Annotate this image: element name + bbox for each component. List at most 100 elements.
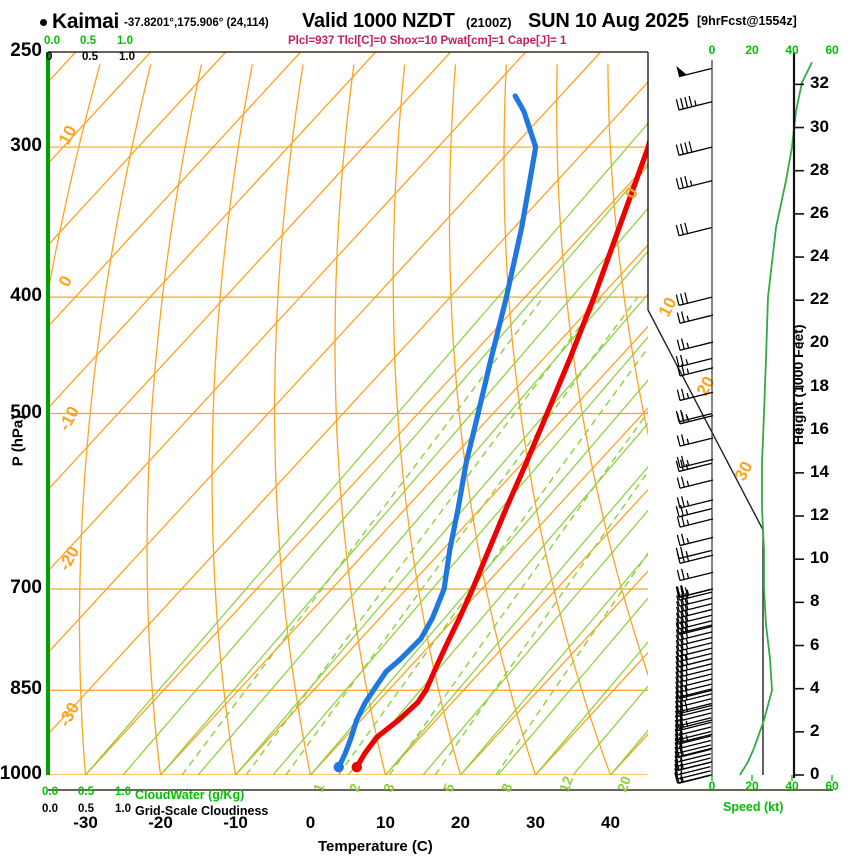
temperature-tick-10: 10 — [376, 813, 395, 832]
speed-axis-title: Speed (kt) — [723, 800, 784, 814]
height-tick-30: 30 — [810, 116, 829, 136]
wind-barb — [676, 476, 714, 489]
surface-temperature — [351, 761, 362, 773]
station-coords: -37.8201°,175.906° (24,114) — [124, 17, 269, 29]
wind-barb — [676, 364, 714, 377]
temperature-tick--20: -20 — [148, 813, 173, 832]
height-axis-title: Height (1000 Feet) — [790, 324, 806, 445]
wind-barb — [675, 459, 713, 473]
svg-text:-30: -30 — [55, 699, 83, 730]
height-tick-6: 6 — [810, 634, 820, 654]
wind-barb — [676, 388, 714, 402]
height-tick-14: 14 — [810, 461, 829, 481]
stability-indices: Plcl=937 Tlcl[C]=0 Shox=10 Pwat[cm]=1 Ca… — [288, 35, 567, 47]
height-tick-26: 26 — [810, 202, 829, 222]
speed-tick-top-0: 0 — [708, 43, 716, 57]
wind-speed-line — [739, 61, 813, 776]
speed-tick-top-20: 20 — [745, 43, 759, 57]
wind-barb — [676, 551, 714, 564]
cloudiness-axis-title: Grid-Scale Cloudiness — [135, 804, 269, 818]
wind-barb — [675, 292, 713, 306]
svg-text:8: 8 — [498, 781, 516, 794]
pressure-tick-850: 850 — [10, 678, 42, 700]
wind-barb — [675, 504, 713, 518]
temperature-tick-0: 0 — [305, 813, 316, 832]
wind-barb — [676, 338, 714, 351]
speed-tick-bottom-0: 0 — [708, 779, 716, 793]
cloudwater-top-tick-0: 0.0 — [44, 35, 60, 47]
cloudiness-bottom-tick-0: 0.0 — [42, 803, 58, 815]
svg-text:20: 20 — [614, 774, 634, 794]
wind-barb — [675, 141, 713, 156]
cloudwater-top-tick-2: 1.0 — [117, 35, 133, 47]
svg-text:-20: -20 — [55, 543, 83, 574]
valid-date: SUN 10 Aug 2025 — [528, 10, 689, 32]
valid-time: Valid 1000 NZDT — [302, 10, 455, 32]
cloudiness-bottom-tick-1: 0.5 — [78, 803, 94, 815]
temperature-tick-40: 40 — [601, 813, 620, 832]
svg-text:-10: -10 — [55, 403, 83, 434]
wind-barb — [676, 455, 714, 469]
height-tick-4: 4 — [810, 677, 820, 697]
svg-text:20: 20 — [693, 373, 719, 399]
height-tick-18: 18 — [810, 375, 829, 395]
wind-barb — [675, 354, 713, 368]
speed-tick-top-40: 40 — [785, 43, 799, 57]
wind-barb — [676, 585, 714, 598]
cloudwater-bottom-tick-2: 1.0 — [115, 786, 131, 798]
height-tick-32: 32 — [810, 73, 829, 93]
speed-tick-top-60: 60 — [825, 43, 839, 57]
cloudwater-bottom-tick-0: 0.0 — [42, 786, 58, 798]
valid-time-zulu: (2100Z) — [466, 15, 512, 30]
wind-barb — [675, 176, 713, 190]
pressure-tick-1000: 1000 — [0, 763, 42, 784]
height-tick-24: 24 — [810, 246, 829, 266]
cloudiness-top-tick-0: 0 — [46, 51, 53, 63]
wind-barb — [675, 222, 713, 237]
pressure-tick-700: 700 — [10, 576, 42, 598]
height-tick-28: 28 — [810, 159, 829, 179]
height-tick-16: 16 — [810, 418, 829, 438]
wind-barb — [676, 496, 714, 509]
cloudiness-top-tick-2: 1.0 — [119, 51, 135, 63]
height-tick-10: 10 — [810, 548, 829, 568]
temperature-axis-title: Temperature (C) — [318, 838, 433, 855]
wind-barb — [675, 633, 713, 647]
height-tick-8: 8 — [810, 591, 820, 611]
cloudiness-bottom-tick-2: 1.0 — [115, 803, 131, 815]
svg-text:10: 10 — [55, 122, 81, 148]
pressure-tick-300: 300 — [10, 135, 42, 157]
wind-barb — [676, 515, 714, 528]
temperature-tick--10: -10 — [223, 813, 248, 832]
station-marker-icon — [40, 19, 47, 26]
svg-text:12: 12 — [556, 774, 576, 794]
cloudiness-top-tick-1: 0.5 — [82, 51, 98, 63]
height-tick-12: 12 — [810, 505, 829, 524]
cloudwater-top-tick-1: 0.5 — [80, 35, 96, 47]
speed-tick-bottom-60: 60 — [825, 779, 839, 793]
wind-barb — [676, 533, 714, 547]
svg-text:1: 1 — [310, 781, 328, 794]
wind-barb — [676, 587, 713, 601]
temperature-tick--30: -30 — [73, 813, 98, 832]
height-tick-20: 20 — [810, 332, 829, 352]
temperature-tick-30: 30 — [526, 813, 545, 832]
height-tick-22: 22 — [810, 289, 829, 309]
pressure-tick-400: 400 — [10, 285, 42, 307]
speed-tick-bottom-20: 20 — [745, 779, 759, 793]
pressure-tick-250: 250 — [10, 40, 42, 61]
wind-barb — [675, 660, 712, 673]
svg-text:5: 5 — [440, 781, 458, 794]
height-tick-0: 0 — [810, 764, 820, 783]
svg-text:3: 3 — [380, 781, 398, 794]
height-tick-2: 2 — [810, 720, 820, 740]
cloudwater-bottom-tick-1: 0.5 — [78, 786, 94, 798]
speed-tick-bottom-40: 40 — [785, 779, 799, 793]
svg-text:30: 30 — [731, 458, 757, 484]
wind-barb — [675, 95, 713, 111]
wind-barb — [676, 65, 713, 78]
wind-barb — [676, 311, 714, 324]
station-name: Kaimai — [52, 10, 120, 33]
svg-text:2: 2 — [346, 781, 364, 794]
